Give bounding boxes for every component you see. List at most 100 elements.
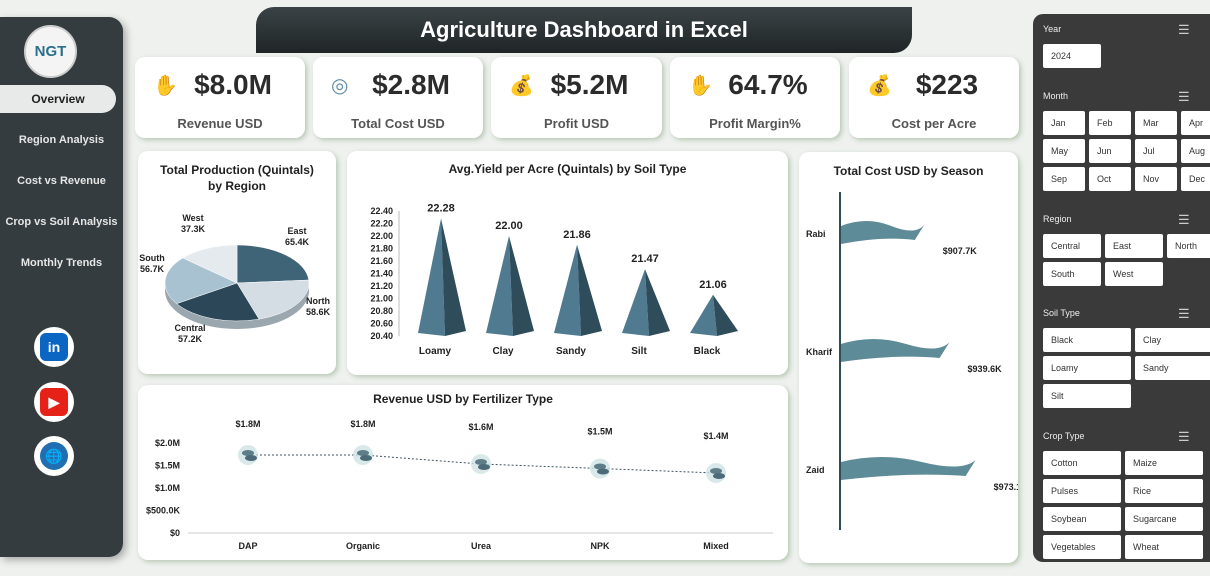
pie-label: East <box>287 226 306 236</box>
bar-side-loamy <box>441 218 466 336</box>
bar-kharif <box>841 339 950 362</box>
slicer-item-mar[interactable]: Mar <box>1135 111 1177 135</box>
nav-monthly-trends[interactable]: Monthly Trends <box>20 257 103 269</box>
x-tick-label: NPK <box>590 541 610 551</box>
pie-label: North <box>306 296 330 306</box>
pie-label: South <box>139 253 165 263</box>
y-tick-label: $2.0M <box>155 438 180 448</box>
multi-select-icon[interactable]: ☰ <box>1178 429 1190 444</box>
slicer-item-cotton[interactable]: Cotton <box>1043 451 1121 475</box>
x-tick-label: Organic <box>346 541 380 551</box>
kpi-label: Profit Margin% <box>709 116 801 131</box>
slicer-item-central[interactable]: Central <box>1043 234 1101 258</box>
coins-icon: ◎ <box>331 75 349 97</box>
slicer-item-loamy[interactable]: Loamy <box>1043 356 1131 380</box>
nav-cost-vs-revenue[interactable]: Cost vs Revenue <box>17 175 106 187</box>
slicer-item-east[interactable]: East <box>1105 234 1163 258</box>
coins-icon <box>710 468 722 474</box>
data-label: 21.86 <box>563 229 591 241</box>
slicer-title-month: Month <box>1043 91 1069 101</box>
slicer-item-apr[interactable]: Apr <box>1181 111 1210 135</box>
slicer-item-sandy[interactable]: Sandy <box>1135 356 1210 380</box>
data-label: 21.06 <box>699 279 727 291</box>
kpi-value: 64.7% <box>728 69 808 100</box>
slicer-item-rice[interactable]: Rice <box>1125 479 1203 503</box>
slicer-item-sugarcane[interactable]: Sugarcane <box>1125 507 1203 531</box>
bar-loamy <box>418 218 445 336</box>
coins-icon <box>475 459 487 465</box>
slicer-item-nov[interactable]: Nov <box>1135 167 1177 191</box>
slicer-item-soybean[interactable]: Soybean <box>1043 507 1121 531</box>
multi-select-icon[interactable]: ☰ <box>1178 89 1190 104</box>
pie-value-label: 58.6K <box>306 307 331 317</box>
slicer-item-jun[interactable]: Jun <box>1089 139 1131 163</box>
linkedin-icon: in <box>40 333 68 361</box>
slicer-item-pulses[interactable]: Pulses <box>1043 479 1121 503</box>
yield-by-soil-card: Avg.Yield per Acre (Quintals) by Soil Ty… <box>347 151 788 375</box>
kpi-card-profit-margin-: ✋ 64.7% Profit Margin% <box>670 57 840 138</box>
kpi-label: Total Cost USD <box>351 116 445 131</box>
y-tick-label: $500.0K <box>146 506 181 516</box>
coins-icon <box>242 450 254 456</box>
y-tick-label: 21.60 <box>370 256 393 266</box>
slicer-item-south[interactable]: South <box>1043 262 1101 286</box>
coins-icon <box>360 455 372 461</box>
coins-icon <box>597 468 609 475</box>
youtube-button[interactable]: ▶ <box>34 382 74 422</box>
y-tick-label: $1.0M <box>155 483 180 493</box>
coins-icon <box>594 463 606 470</box>
slicer-item-wheat[interactable]: Wheat <box>1125 535 1203 559</box>
slicer-item-dec[interactable]: Dec <box>1181 167 1210 191</box>
slicer-panel: Year ☰ 2024 Month ☰ Jan Feb Mar Apr May Jun Jul Aug S… <box>1033 14 1210 562</box>
pie-slice-central <box>176 282 260 322</box>
slicer-item-jan[interactable]: Jan <box>1043 111 1085 135</box>
x-tick-label: Mixed <box>703 541 729 551</box>
chart-title: Total Cost USD by Season <box>833 164 984 178</box>
y-tick-label: 20.60 <box>370 319 393 329</box>
y-tick-label: $0 <box>170 528 180 538</box>
slicer-item-silt[interactable]: Silt <box>1043 384 1131 408</box>
slicer-item-black[interactable]: Black <box>1043 328 1131 352</box>
kpi-value: $8.0M <box>194 69 272 100</box>
data-label: 21.47 <box>631 253 659 265</box>
linkedin-button[interactable]: in <box>34 327 74 367</box>
slicer-item-jul[interactable]: Jul <box>1135 139 1177 163</box>
y-tick-label: 21.00 <box>370 294 393 304</box>
slicer-title-crop-type: Crop Type <box>1043 431 1085 441</box>
money-hand-icon: ✋ <box>688 75 713 97</box>
x-tick-label: Urea <box>471 541 492 551</box>
nav-crop-vs-soil[interactable]: Crop vs Soil Analysis <box>5 216 118 228</box>
multi-select-icon[interactable]: ☰ <box>1178 212 1190 227</box>
slicer-item-2024[interactable]: 2024 <box>1043 44 1101 68</box>
slicer-item-feb[interactable]: Feb <box>1089 111 1131 135</box>
slicer-title-year: Year <box>1043 24 1062 34</box>
slicer-item-vegetables[interactable]: Vegetables <box>1043 535 1121 559</box>
multi-select-icon[interactable]: ☰ <box>1178 306 1190 321</box>
data-label: $1.8M <box>235 419 260 429</box>
slicer-item-maize[interactable]: Maize <box>1125 451 1203 475</box>
kpi-label: Profit USD <box>544 116 609 131</box>
slicer-item-aug[interactable]: Aug <box>1181 139 1210 163</box>
pie-value-label: 37.3K <box>181 224 206 234</box>
x-tick-label: Sandy <box>556 346 586 357</box>
category-label: Kharif <box>806 347 833 357</box>
kpi-value: $2.8M <box>372 69 450 100</box>
slicer-item-oct[interactable]: Oct <box>1089 167 1131 191</box>
website-button[interactable]: 🌐 <box>34 436 74 476</box>
slicer-item-may[interactable]: May <box>1043 139 1085 163</box>
slicer-item-sep[interactable]: Sep <box>1043 167 1085 191</box>
logo: NGT <box>24 25 77 78</box>
kpi-label: Cost per Acre <box>891 116 977 131</box>
slicer-item-clay[interactable]: Clay <box>1135 328 1210 352</box>
y-tick-label: 20.40 <box>370 331 393 341</box>
data-label: $973.1K <box>994 482 1018 492</box>
slicer-item-north[interactable]: North <box>1167 234 1210 258</box>
multi-select-icon[interactable]: ☰ <box>1178 22 1190 37</box>
kpi-value: $223 <box>915 69 979 100</box>
bar-side-black <box>713 294 738 336</box>
slicer-item-west[interactable]: West <box>1105 262 1163 286</box>
bar-clay <box>486 236 513 336</box>
y-tick-label: 21.20 <box>370 281 393 291</box>
nav-region-analysis[interactable]: Region Analysis <box>18 134 105 146</box>
nav-overview[interactable]: Overview <box>0 85 116 113</box>
